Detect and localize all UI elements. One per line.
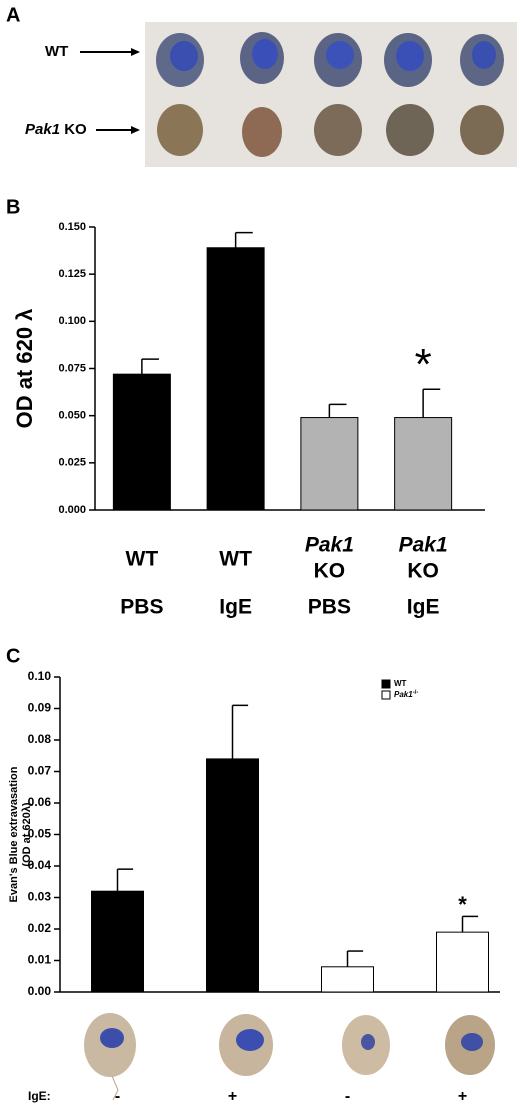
significance-marker: * (415, 340, 432, 389)
y-tick-label: 0.000 (58, 504, 86, 516)
y-tick-label: 0.01 (28, 953, 52, 967)
y-tick-label: 0.10 (28, 669, 52, 683)
panel-letter: A (6, 4, 20, 26)
y-tick-label: 0.05 (28, 827, 52, 841)
legend-label: WT (394, 679, 407, 688)
y-tick-label: 0.00 (28, 984, 52, 998)
legend-swatch (381, 679, 391, 689)
x-tick-label: + (228, 1088, 237, 1105)
ko-tissues (157, 104, 504, 157)
legend-superscript: -/- (413, 690, 419, 696)
error-bar (116, 868, 134, 892)
row-label: Pak1 KO (25, 121, 87, 138)
x-tick-label: WT (126, 548, 159, 571)
error-bar (422, 388, 441, 418)
x-tick-label: PBS (308, 596, 351, 619)
x-tick-label: KO (407, 560, 439, 583)
panel-letter: B (6, 196, 20, 218)
bar (91, 890, 144, 993)
arrow-head (131, 48, 140, 56)
x-tick-label: Pak1 (305, 534, 354, 557)
legend-name: Pak1 (394, 690, 413, 699)
row-label: WT (45, 43, 68, 60)
bar (321, 966, 374, 993)
error-bar (461, 915, 479, 933)
bar (436, 931, 489, 993)
legend-label: Pak1-/- (394, 690, 418, 700)
row-label-part: Pak1 (25, 121, 60, 138)
error-bar (234, 231, 253, 248)
panel-letter: C (6, 645, 20, 667)
error-bar (141, 358, 159, 375)
x-tick-label: Pak1 (399, 534, 448, 557)
y-tick-label: 0.150 (58, 221, 86, 233)
y-tick-label: 0.125 (58, 268, 86, 280)
legend-name: WT (394, 679, 407, 688)
bar (300, 417, 359, 511)
y-tick-label: 0.02 (28, 921, 52, 935)
error-bar (231, 704, 249, 759)
y-tick-label: 0.03 (28, 890, 52, 904)
x-tick-label: WT (219, 548, 252, 571)
wt-tissues (156, 32, 504, 87)
row-label-part: KO (60, 121, 87, 138)
x-tick-label: IgE (219, 596, 252, 619)
y-tick-label: 0.04 (28, 858, 52, 872)
y-axis-label: Evan's Blue extravasation (8, 766, 20, 902)
x-tick-label: IgE (407, 596, 440, 619)
significance-marker: * (458, 892, 467, 917)
error-bar (328, 403, 347, 418)
y-axis-label: (OD at 620λ) (21, 802, 33, 867)
bar (206, 758, 259, 993)
x-tick-label: PBS (120, 596, 163, 619)
bar (394, 417, 453, 511)
y-tick-label: 0.075 (58, 362, 86, 374)
y-axis-label: OD at 620 λ (12, 309, 37, 429)
y-tick-label: 0.100 (58, 315, 86, 327)
y-tick-label: 0.050 (58, 410, 86, 422)
y-tick-label: 0.06 (28, 795, 52, 809)
y-tick-label: 0.07 (28, 764, 52, 778)
x-tick-label: - (115, 1088, 120, 1105)
bar (112, 373, 171, 511)
y-tick-label: 0.025 (58, 457, 86, 469)
x-tick-label: + (458, 1088, 467, 1105)
error-bar (346, 950, 364, 967)
arrow-head (131, 126, 140, 134)
x-tick-label: - (345, 1088, 350, 1105)
y-tick-label: 0.09 (28, 701, 52, 715)
bar (206, 247, 265, 511)
y-tick-label: 0.08 (28, 732, 52, 746)
x-tick-label: KO (314, 560, 346, 583)
legend-swatch (381, 690, 391, 700)
x-axis-label: IgE: (28, 1089, 51, 1103)
c-tissues (84, 1013, 495, 1101)
